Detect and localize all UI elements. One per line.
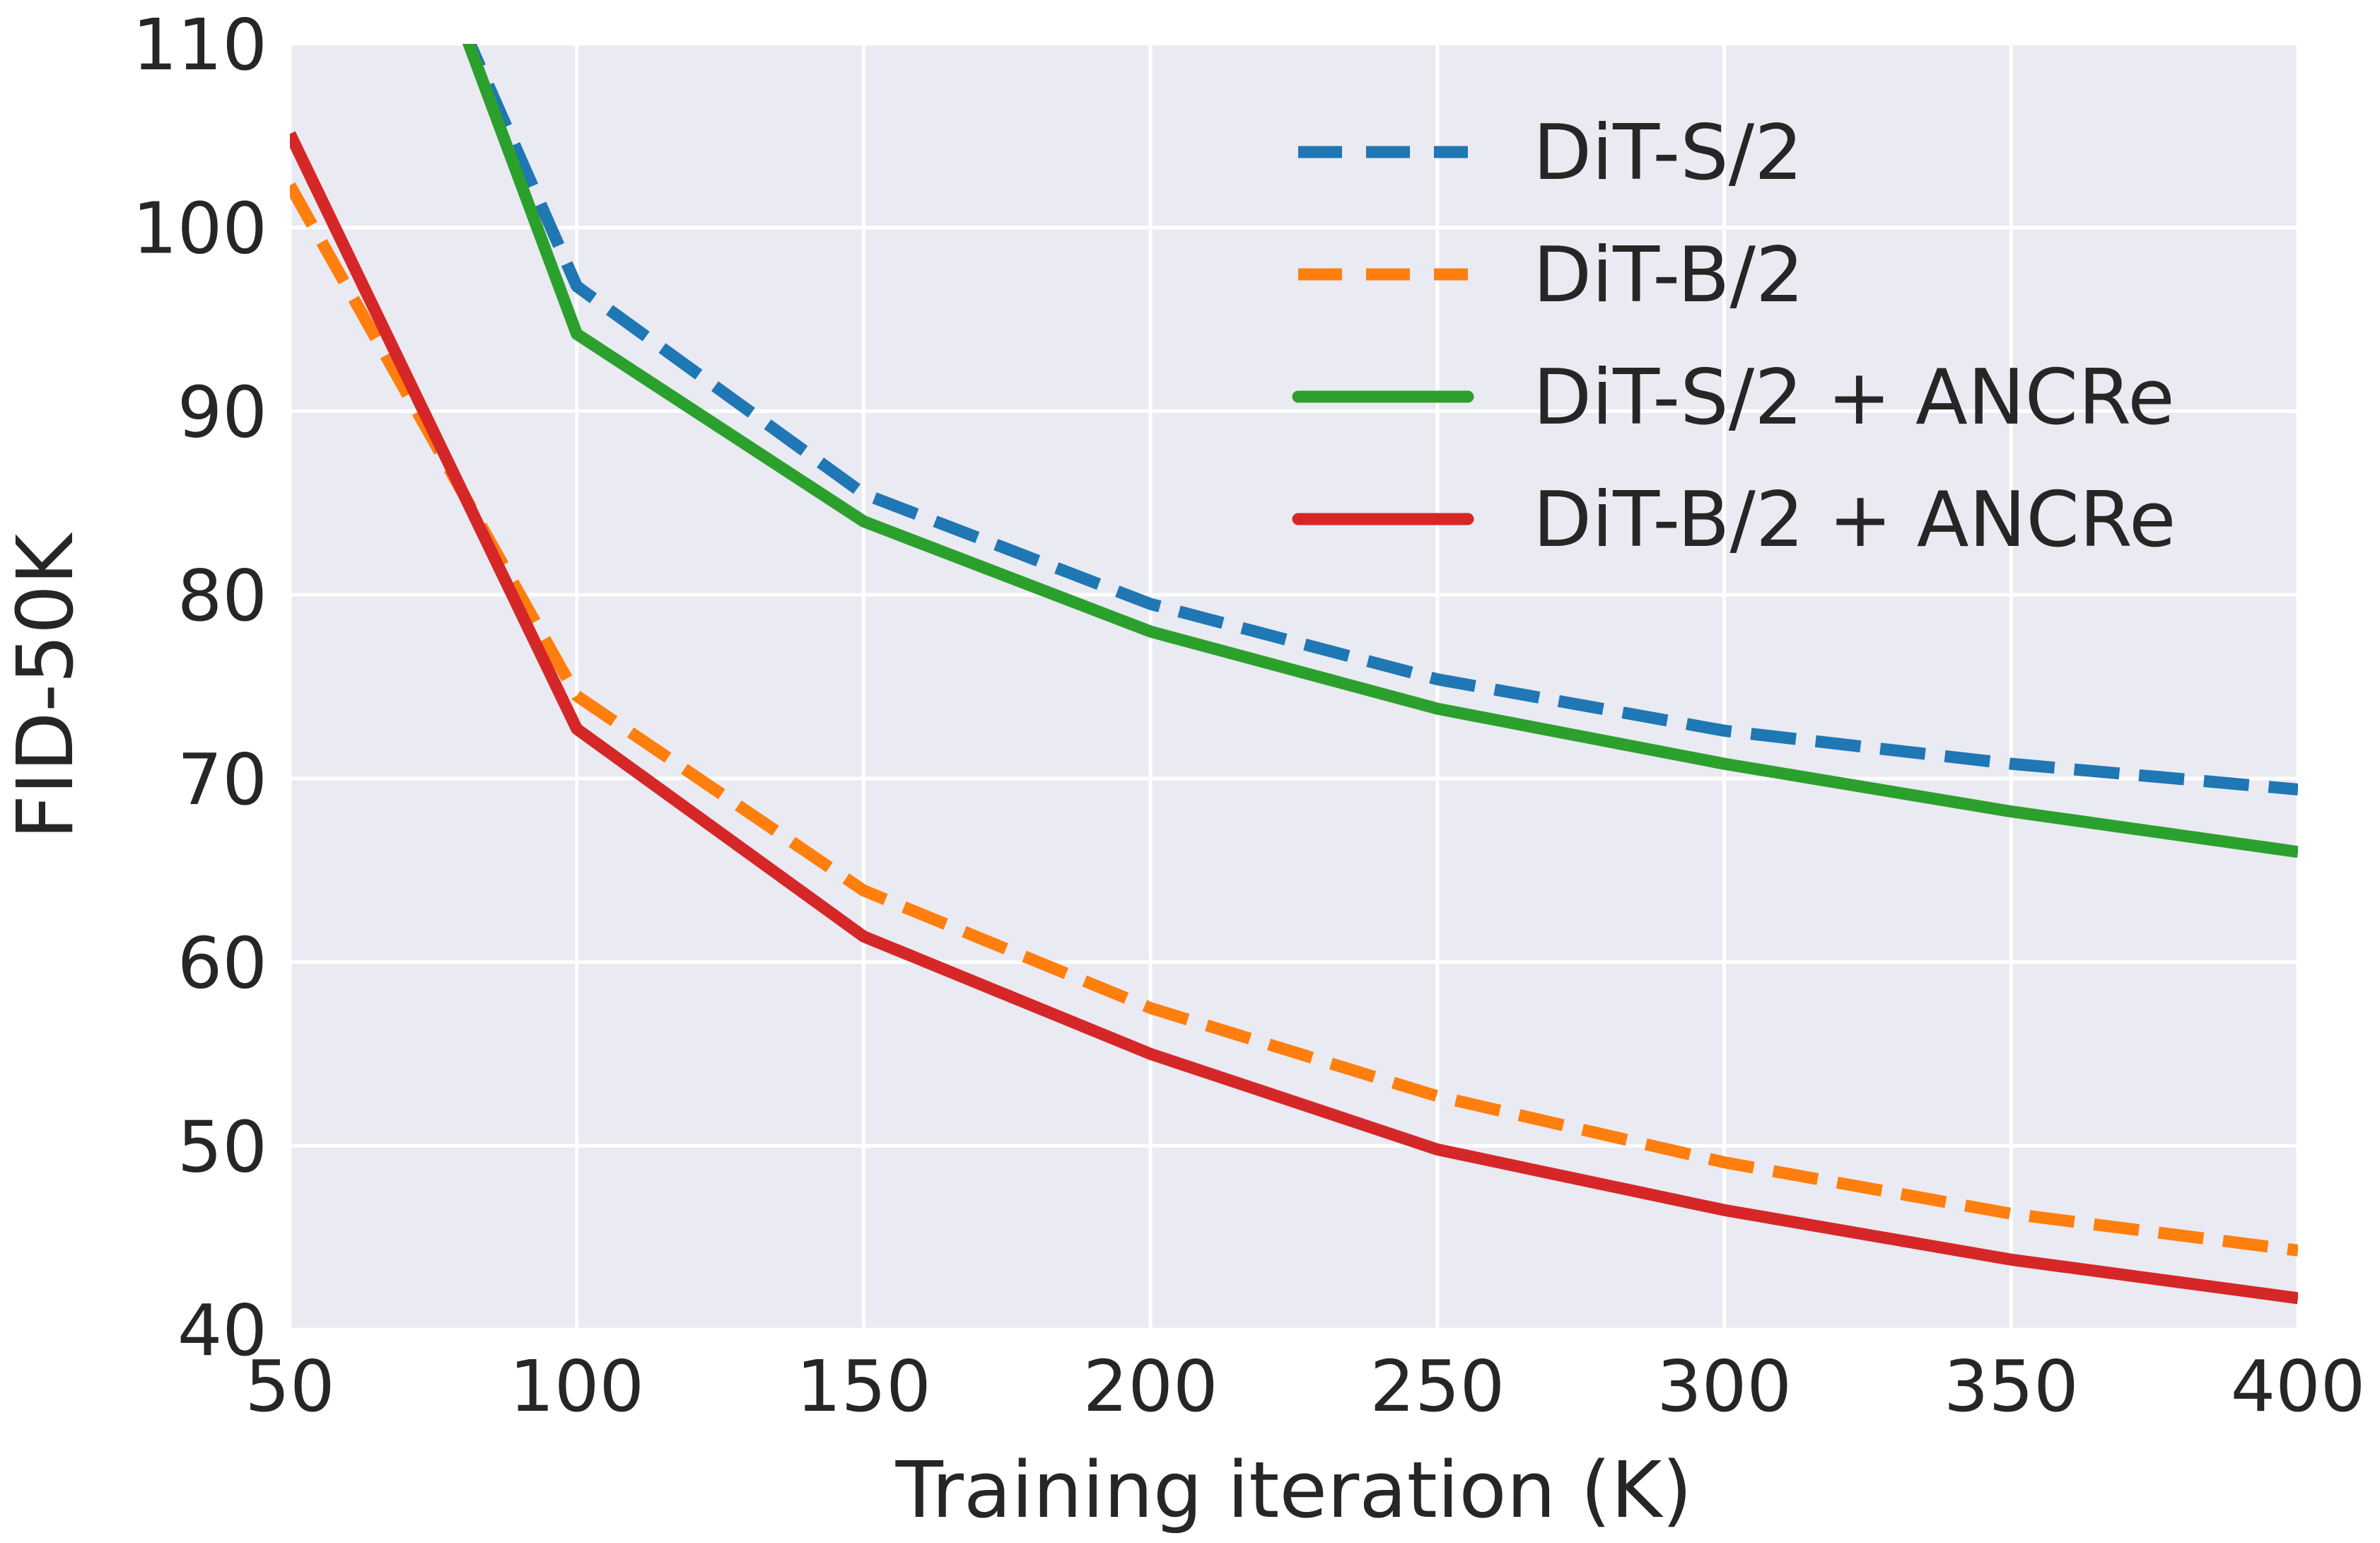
y-tick-label-80: 80 — [177, 554, 267, 637]
x-tick-label-150: 150 — [796, 1345, 931, 1428]
series-line-dit-s-2 — [463, 44, 2298, 796]
x-tick-label-300: 300 — [1657, 1345, 1792, 1428]
y-axis-label: FID-50K — [0, 532, 91, 839]
x-tick-label-400: 400 — [2231, 1345, 2366, 1428]
x-axis-label: Training iteration (K) — [895, 1445, 1693, 1535]
grid-lines — [288, 42, 2300, 1332]
y-tick-label-100: 100 — [132, 187, 267, 270]
y-tick-label-50: 50 — [177, 1105, 267, 1188]
y-tick-label-110: 110 — [132, 4, 267, 86]
y-tick-label-60: 60 — [177, 922, 267, 1005]
y-tick-label-90: 90 — [177, 371, 267, 453]
x-tick-label-100: 100 — [509, 1345, 644, 1428]
legend: DiT-S/2 DiT-B/2 DiT-S/2 + ANCRe DiT-B/2 + A… — [1292, 109, 2176, 564]
series-line-dit-s-2-ancre — [462, 44, 2298, 858]
x-tick-label-200: 200 — [1083, 1345, 1218, 1428]
x-tick-label-350: 350 — [1944, 1345, 2079, 1428]
legend-label-dit-b-2: DiT-B/2 — [1533, 231, 1804, 320]
legend-label-dit-s-2-ancre: DiT-S/2 + ANCRe — [1533, 354, 2175, 442]
series-line-dit-b-2-ancre — [290, 131, 2298, 1305]
y-tick-labels: 40 50 60 70 80 90 100 110 — [132, 4, 267, 1372]
y-tick-label-40: 40 — [177, 1289, 267, 1372]
series-line-dit-b-2 — [290, 182, 2298, 1257]
series-layer — [290, 44, 2298, 1305]
legend-label-dit-s-2: DiT-S/2 — [1533, 109, 1803, 197]
legend-label-dit-b-2-ancre: DiT-B/2 + ANCRe — [1533, 476, 2176, 564]
x-tick-label-50: 50 — [245, 1345, 334, 1428]
x-tick-label-250: 250 — [1370, 1345, 1505, 1428]
plot-area — [290, 44, 2298, 1329]
y-tick-label-70: 70 — [177, 738, 267, 821]
x-tick-labels: 50 100 150 200 250 300 350 400 — [245, 1345, 2365, 1428]
